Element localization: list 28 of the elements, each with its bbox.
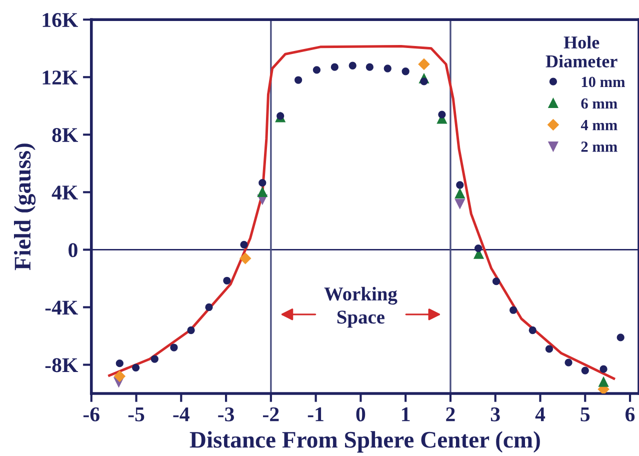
y-tick-label: 8K [52,128,78,142]
x-tick-label: 1 [402,407,410,422]
legend-label: 10 mm [582,76,625,88]
y-axis-title: Field (gauss) [14,144,36,270]
x-axis-title: Distance From Sphere Center (cm) [190,431,540,453]
y-tick-label: 16K [42,13,78,28]
x-tick-label: 2 [446,407,455,422]
x-tick-label: 4 [535,407,546,422]
x-tick-label: -6 [83,407,100,422]
y-tick-label: -4K [45,300,78,314]
y-tick-label: -8K [45,358,78,372]
legend-title: Hole Diameter [546,36,618,68]
y-tick-label: 0 [68,243,78,258]
x-tick-label: -1 [308,407,324,422]
y-tick-label: 12K [42,70,78,84]
x-tick-label: -4 [173,407,190,422]
x-tick-label: -5 [128,408,144,422]
x-tick-label: -2 [263,407,279,422]
y-tick-label: 4K [52,186,78,200]
legend-label: 6 mm [581,98,618,109]
x-tick-label: 5 [580,408,590,422]
annotation: Working Space [324,286,398,328]
x-tick-label: 3 [490,407,500,422]
x-tick-label: -3 [218,407,234,422]
x-tick-label: 0 [356,407,366,422]
x-tick-label: 6 [626,407,635,422]
legend-label: 2 mm [581,142,618,152]
legend-label: 4 mm [580,120,618,130]
